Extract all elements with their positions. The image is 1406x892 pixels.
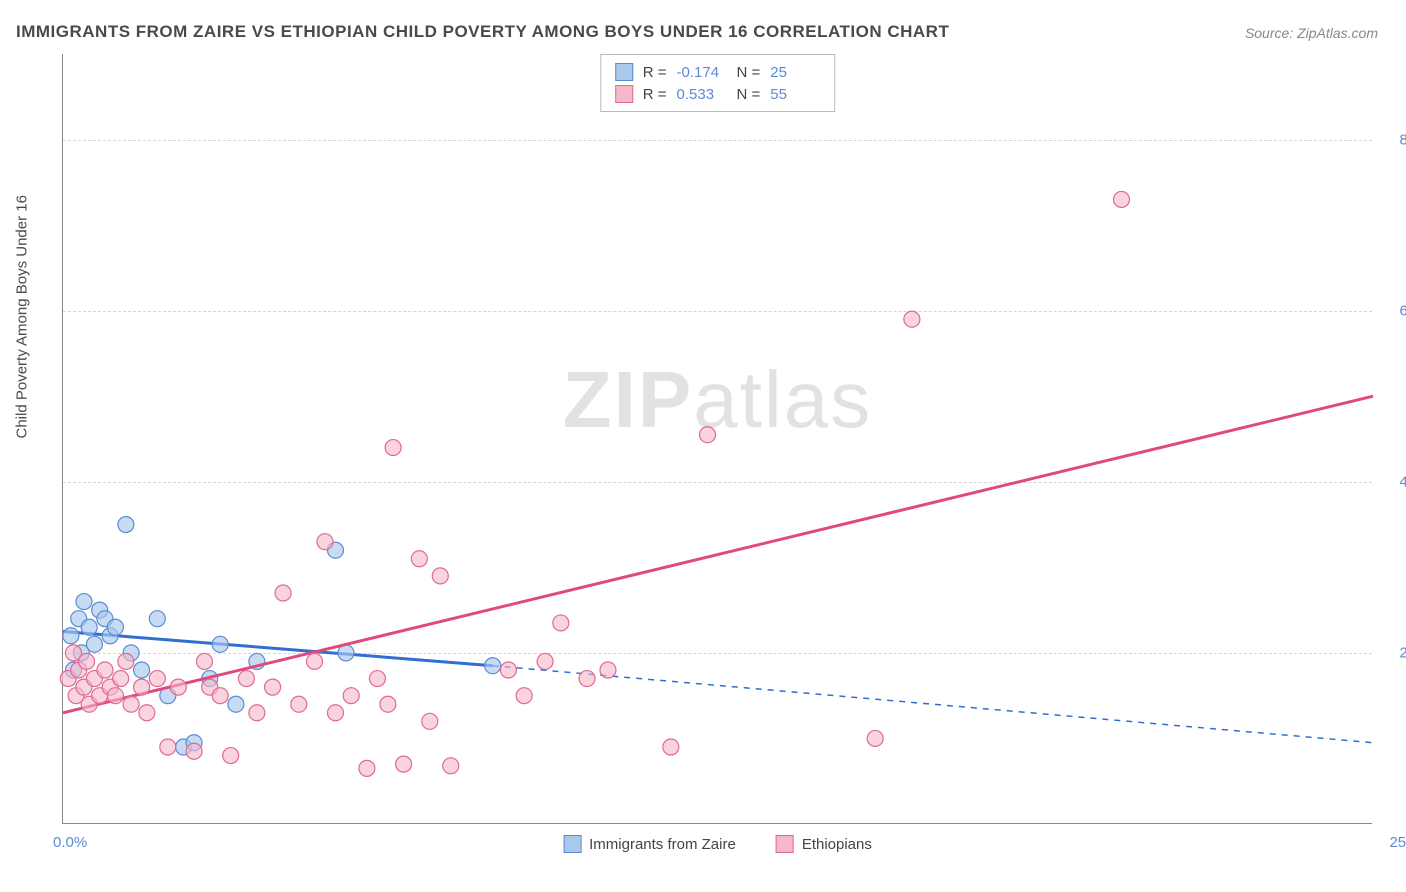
data-point: [149, 671, 165, 687]
x-axis-min-label: 0.0%: [53, 834, 87, 851]
data-point: [553, 615, 569, 631]
data-point: [134, 679, 150, 695]
data-point: [700, 427, 716, 443]
data-point: [275, 585, 291, 601]
data-point: [249, 705, 265, 721]
legend-swatch: [615, 63, 633, 81]
data-point: [359, 760, 375, 776]
stats-row: R = -0.174 N = 25: [615, 61, 821, 83]
data-point: [160, 739, 176, 755]
legend-item: Immigrants from Zaire: [563, 835, 736, 853]
data-point: [107, 619, 123, 635]
data-point: [86, 636, 102, 652]
data-point: [63, 628, 79, 644]
legend-swatch: [563, 835, 581, 853]
r-label: R =: [643, 64, 667, 81]
data-point: [265, 679, 281, 695]
x-axis-max-label: 25.0%: [1389, 834, 1406, 851]
y-tick-label: 20.0%: [1382, 644, 1406, 661]
data-point: [443, 758, 459, 774]
data-point: [396, 756, 412, 772]
data-point: [196, 653, 212, 669]
data-point: [500, 662, 516, 678]
data-point: [186, 743, 202, 759]
data-point: [422, 713, 438, 729]
data-point: [904, 311, 920, 327]
data-point: [238, 671, 254, 687]
stats-row: R = 0.533 N = 55: [615, 83, 821, 105]
chart-title: IMMIGRANTS FROM ZAIRE VS ETHIOPIAN CHILD…: [16, 22, 949, 42]
data-point: [1113, 191, 1129, 207]
data-point: [97, 662, 113, 678]
data-point: [432, 568, 448, 584]
n-value: 25: [770, 64, 820, 81]
data-point: [113, 671, 129, 687]
n-value: 55: [770, 86, 820, 103]
bottom-legend: Immigrants from Zaire Ethiopians: [563, 835, 872, 853]
legend-label: Ethiopians: [802, 836, 872, 853]
plot-area: ZIPatlas 20.0%40.0%60.0%80.0% R =-0.174N…: [62, 54, 1372, 824]
n-label: N =: [737, 64, 761, 81]
data-point: [485, 658, 501, 674]
r-value: -0.174: [677, 64, 727, 81]
legend-swatch: [615, 85, 633, 103]
data-point: [149, 611, 165, 627]
data-point: [537, 653, 553, 669]
data-point: [139, 705, 155, 721]
y-tick-label: 40.0%: [1382, 473, 1406, 490]
trend-line-extrapolated: [493, 666, 1373, 743]
data-point: [170, 679, 186, 695]
data-point: [307, 653, 323, 669]
data-point: [76, 594, 92, 610]
r-value: 0.533: [677, 86, 727, 103]
source-attribution: Source: ZipAtlas.com: [1245, 25, 1378, 41]
data-point: [134, 662, 150, 678]
data-point: [212, 688, 228, 704]
data-point: [81, 619, 97, 635]
data-point: [123, 696, 139, 712]
data-point: [118, 653, 134, 669]
data-point: [579, 671, 595, 687]
y-tick-label: 60.0%: [1382, 302, 1406, 319]
data-point: [107, 688, 123, 704]
correlation-stats-box: R = -0.174 N = 25 R = 0.533 N = 55: [600, 54, 836, 112]
legend-item: Ethiopians: [776, 835, 872, 853]
y-tick-label: 80.0%: [1382, 131, 1406, 148]
scatter-svg: [63, 54, 1372, 823]
data-point: [369, 671, 385, 687]
data-point: [212, 636, 228, 652]
data-point: [380, 696, 396, 712]
data-point: [385, 440, 401, 456]
data-point: [291, 696, 307, 712]
data-point: [317, 534, 333, 550]
data-point: [516, 688, 532, 704]
data-point: [343, 688, 359, 704]
data-point: [327, 705, 343, 721]
y-axis-label: Child Poverty Among Boys Under 16: [14, 195, 31, 438]
data-point: [118, 517, 134, 533]
data-point: [223, 748, 239, 764]
data-point: [867, 730, 883, 746]
n-label: N =: [737, 86, 761, 103]
data-point: [228, 696, 244, 712]
legend-swatch: [776, 835, 794, 853]
data-point: [663, 739, 679, 755]
data-point: [600, 662, 616, 678]
data-point: [79, 653, 95, 669]
legend-label: Immigrants from Zaire: [589, 836, 736, 853]
r-label: R =: [643, 86, 667, 103]
trend-line: [63, 396, 1373, 713]
data-point: [411, 551, 427, 567]
